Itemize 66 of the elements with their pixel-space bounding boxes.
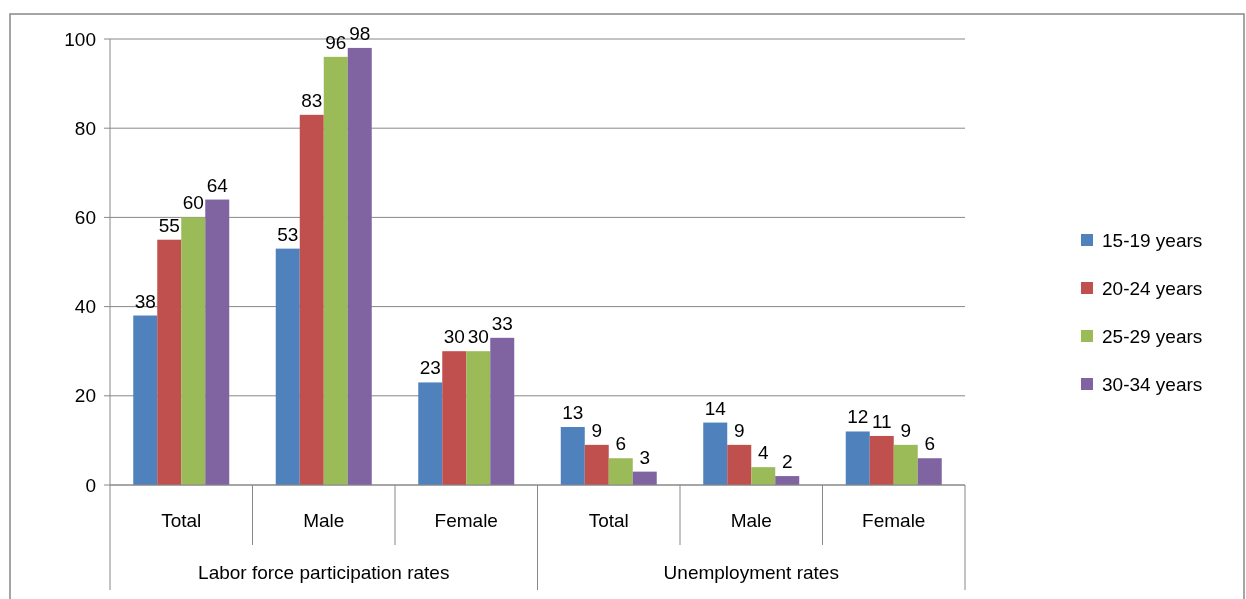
bar — [727, 444, 752, 485]
data-label: 9 — [900, 419, 912, 441]
bar — [751, 467, 776, 485]
bar — [418, 382, 443, 485]
x-tick-label: Male — [303, 509, 345, 531]
legend-label: 15-19 years — [1102, 229, 1203, 251]
data-label: 23 — [419, 357, 441, 379]
y-tick-label: 60 — [74, 207, 96, 229]
bar — [490, 337, 515, 485]
data-label: 4 — [757, 442, 769, 464]
y-tick-label: 0 — [85, 474, 96, 496]
data-label: 11 — [871, 410, 892, 432]
data-label: 9 — [591, 419, 603, 441]
legend-label: 20-24 years — [1102, 277, 1203, 299]
x-tick-label: Total — [588, 509, 629, 531]
bar — [703, 422, 728, 485]
data-label: 83 — [301, 89, 323, 111]
x-tick-label: Male — [730, 509, 772, 531]
y-tick-label: 80 — [74, 117, 96, 139]
text: Labor force participation rates — [198, 561, 450, 583]
data-label: 30 — [467, 326, 489, 348]
x-tick-label: Female — [862, 509, 926, 531]
bar — [133, 315, 158, 485]
data-label: 13 — [562, 402, 584, 424]
bar — [845, 431, 870, 485]
y-tick-label: 40 — [74, 296, 96, 318]
data-label: 30 — [443, 326, 465, 348]
data-label: 9 — [733, 419, 745, 441]
bar — [275, 248, 300, 485]
legend-label: 30-34 years — [1102, 373, 1203, 395]
bar — [893, 444, 918, 485]
data-label: 53 — [277, 223, 299, 245]
y-tick-label: 100 — [64, 28, 96, 50]
bar — [205, 199, 230, 485]
x-tick-label: Female — [434, 509, 498, 531]
data-label: 33 — [491, 312, 513, 334]
data-label: 12 — [847, 406, 869, 428]
data-label: 14 — [704, 397, 727, 419]
data-label: 6 — [924, 433, 936, 455]
data-label: 64 — [206, 174, 229, 196]
bar — [917, 458, 942, 485]
bar — [632, 471, 657, 485]
bar — [608, 458, 633, 485]
bar — [442, 351, 467, 485]
data-label: 2 — [781, 451, 793, 473]
bar — [347, 47, 372, 485]
text: Unemployment rates — [663, 561, 839, 583]
bar — [299, 114, 324, 485]
bar — [560, 427, 585, 485]
x-tick-label: Total — [161, 509, 202, 531]
bar — [323, 56, 348, 485]
bar — [157, 239, 182, 485]
data-label: 55 — [158, 214, 180, 236]
bar — [869, 435, 894, 485]
data-label: 98 — [349, 22, 371, 44]
y-tick-label: 20 — [74, 385, 96, 407]
data-label: 60 — [182, 192, 204, 214]
data-label: 6 — [615, 433, 627, 455]
legend-label: 25-29 years — [1102, 325, 1203, 347]
bar — [181, 217, 206, 485]
data-label: 3 — [639, 446, 651, 468]
data-label: 96 — [325, 31, 347, 53]
bar — [584, 444, 609, 485]
bar — [775, 476, 800, 485]
bar — [466, 351, 491, 485]
data-label: 38 — [134, 290, 156, 312]
